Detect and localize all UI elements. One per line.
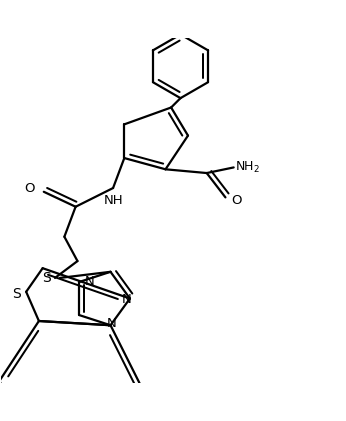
- Text: O: O: [24, 182, 34, 195]
- Text: S: S: [43, 271, 51, 285]
- Text: N: N: [121, 293, 131, 306]
- Text: O: O: [231, 194, 242, 207]
- Text: S: S: [12, 287, 21, 301]
- Text: N: N: [107, 317, 117, 330]
- Text: NH: NH: [104, 194, 124, 207]
- Text: N: N: [85, 275, 95, 288]
- Text: NH$_2$: NH$_2$: [235, 160, 260, 175]
